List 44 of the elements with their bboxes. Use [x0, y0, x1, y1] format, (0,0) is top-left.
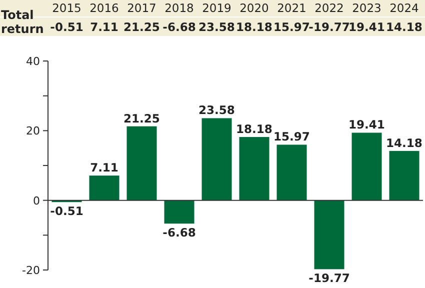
x-tick-label: 2018	[164, 1, 194, 15]
x-tick-label: 2021	[277, 1, 306, 15]
data-label: -0.51	[50, 20, 84, 34]
data-label: 7.11	[90, 20, 118, 34]
annotation: 21.25	[124, 111, 160, 126]
annotation: -6.68	[162, 226, 196, 240]
annotation: 19.41	[348, 118, 385, 132]
data-label: 21.25	[124, 20, 160, 34]
data-label: 15.97	[274, 20, 310, 34]
bar	[126, 126, 157, 200]
x-tick-label: 2016	[90, 1, 119, 15]
annotation: 14.18	[386, 136, 422, 150]
bar	[352, 132, 382, 200]
x-tick-label: 2015	[52, 1, 82, 15]
x-tick-label: 2020	[240, 1, 269, 15]
bar	[314, 200, 344, 270]
y-tick-label: -20	[22, 264, 40, 277]
data-label: 23.58	[198, 20, 235, 34]
x-tick-label: 2024	[390, 1, 419, 15]
bar	[389, 150, 420, 200]
data-label: -19.77	[308, 20, 350, 34]
bar	[202, 118, 232, 200]
x-tick-label: 2022	[314, 1, 344, 15]
bar	[276, 144, 307, 200]
y-tick-label: 0	[33, 194, 40, 208]
bar	[239, 137, 270, 200]
text: Total return	[1, 8, 44, 36]
y-tick-label: 20	[26, 124, 40, 138]
x-tick-label: 2023	[352, 1, 382, 15]
data-label: -6.68	[162, 20, 196, 34]
annotation: -0.51	[50, 204, 84, 218]
annotation: 18.18	[236, 122, 272, 136]
y-tick-label: 40	[26, 55, 40, 68]
x-tick-label: 2017	[127, 1, 156, 15]
text: -19.77	[308, 271, 350, 286]
annotation: 23.58	[198, 103, 235, 118]
bar	[89, 176, 120, 200]
annotation: 7.11	[90, 160, 118, 175]
x-tick-label: 2019	[202, 1, 232, 15]
bar	[164, 200, 194, 224]
data-label: 19.41	[348, 20, 385, 34]
data-label: 18.18	[236, 20, 272, 34]
annotation: 15.97	[274, 130, 310, 144]
data-label: 14.18	[386, 20, 422, 34]
